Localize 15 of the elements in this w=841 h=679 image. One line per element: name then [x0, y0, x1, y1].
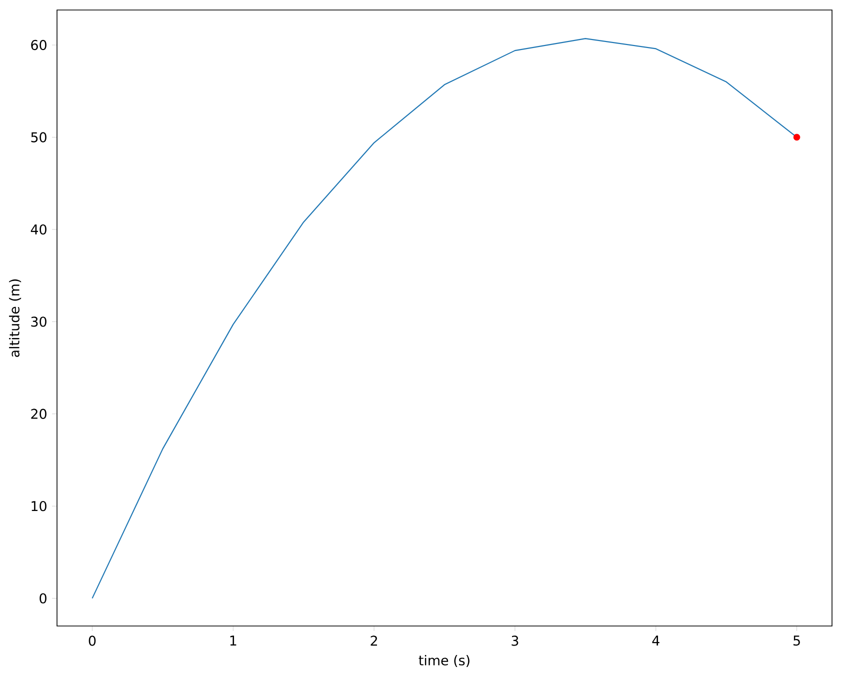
x-tick-label: 0	[88, 636, 96, 646]
y-tick-label: 40	[30, 224, 46, 235]
x-tick-label: 4	[652, 636, 660, 646]
y-tick-label: 60	[31, 40, 46, 50]
y-tick-label: 50	[31, 132, 46, 142]
x-tick-label: 2	[370, 636, 377, 646]
y-tick-label: 30	[31, 316, 46, 327]
y-tick-label: 0	[40, 593, 46, 604]
x-tick-label: 5	[794, 636, 800, 646]
y-tick-label: 20	[31, 408, 46, 419]
x-axis-title: time (s)	[418, 655, 470, 668]
x-tick-label: 3	[512, 636, 518, 646]
y-tick-label: 10	[32, 501, 46, 512]
x-tick-label: 1	[230, 636, 236, 646]
y-axis-title: altitude (m)	[9, 279, 22, 357]
